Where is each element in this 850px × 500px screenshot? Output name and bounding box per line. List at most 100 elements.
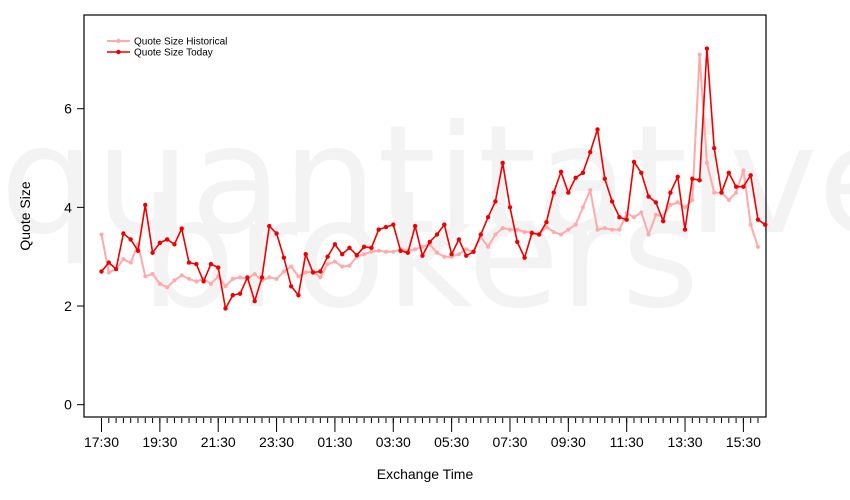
- series-1-point: [223, 306, 228, 311]
- watermark: quantitative brokers: [0, 94, 850, 342]
- series-1-point: [398, 248, 403, 253]
- series-1-point: [763, 222, 768, 227]
- series-1-point: [551, 190, 556, 195]
- series-0-point: [303, 270, 308, 275]
- y-tick-label-3: 6: [64, 101, 72, 117]
- series-0-point: [435, 250, 440, 255]
- series-1-point: [420, 253, 425, 258]
- series-0-point: [690, 197, 695, 202]
- series-0-point: [274, 276, 279, 281]
- series-0-point: [99, 232, 104, 237]
- series-1-point: [310, 270, 316, 275]
- series-1-point: [245, 275, 250, 280]
- series-1-point: [340, 252, 345, 257]
- series-1-point: [347, 245, 352, 251]
- series-1-point: [143, 202, 148, 208]
- series-0-point: [653, 212, 658, 217]
- legend-marker-0: [116, 38, 121, 44]
- series-1-point: [712, 145, 717, 151]
- series-1-point: [573, 175, 578, 180]
- series-0-point: [646, 232, 651, 237]
- series-1-point: [369, 245, 374, 251]
- x-tick-label-11: 15:30: [726, 434, 761, 450]
- x-axis-title: Exchange Time: [377, 466, 474, 482]
- series-0-point: [420, 244, 425, 249]
- series-0-point: [362, 252, 367, 257]
- series-0-point: [376, 248, 381, 253]
- series-1-point: [267, 223, 272, 229]
- series-0-point: [179, 273, 184, 278]
- series-1-point: [485, 215, 491, 220]
- x-tick-label-10: 13:30: [668, 434, 703, 450]
- series-0-point: [602, 226, 607, 231]
- x-tick-label-6: 05:30: [434, 434, 469, 450]
- series-1-point: [325, 254, 330, 259]
- x-tick-label-0: 17:30: [84, 434, 119, 450]
- series-0-point: [128, 260, 133, 265]
- x-tick-label-7: 07:30: [492, 434, 527, 450]
- series-1-point: [471, 249, 476, 254]
- series-0-point: [340, 264, 345, 269]
- series-1-point: [434, 232, 440, 237]
- series-0-point: [573, 222, 578, 227]
- series-1-point: [733, 184, 739, 189]
- series-1-point: [726, 170, 731, 176]
- series-0-point: [194, 279, 199, 284]
- series-1-point: [99, 269, 104, 274]
- series-1-point: [653, 200, 659, 205]
- series-0-point: [734, 190, 739, 195]
- series-0-point: [668, 202, 673, 207]
- plot-frame: [83, 14, 767, 418]
- x-axis: 17:30 19:30 21:30 23:30 01:30 03:30 05:30 07:30…: [84, 418, 761, 450]
- series-1-point: [690, 176, 695, 181]
- series-1-point: [748, 173, 753, 178]
- series-1-point: [383, 224, 389, 230]
- series-1-point: [412, 223, 418, 229]
- series-0-point: [150, 271, 155, 276]
- series-1-point: [624, 217, 629, 222]
- series-0-point: [172, 278, 177, 283]
- series-1-point: [631, 159, 637, 165]
- series-1-point: [580, 170, 586, 176]
- series-1-point: [128, 237, 133, 242]
- series-0-point: [413, 247, 418, 252]
- series-1-point: [704, 46, 710, 51]
- series-0-point: [507, 227, 512, 232]
- x-tick-label-4: 01:30: [317, 434, 352, 450]
- series-1-point: [449, 252, 454, 257]
- series-0-point: [588, 188, 593, 193]
- watermark-line1: quantitative: [0, 94, 850, 268]
- y-tick-label-2: 4: [64, 199, 72, 215]
- series-1-point: [252, 298, 257, 304]
- series-1-point: [646, 194, 651, 199]
- series-0-point: [683, 205, 688, 210]
- series-0-point: [442, 254, 447, 259]
- series-0-point: [281, 269, 286, 274]
- series-0-point: [464, 247, 469, 252]
- x-tick-label-5: 03:30: [376, 434, 411, 450]
- series-0-point: [580, 205, 585, 210]
- series-1-point: [456, 237, 462, 242]
- series-1-point: [288, 284, 294, 289]
- series-0-point: [252, 271, 257, 276]
- series-0-point: [559, 232, 564, 237]
- series-0-point: [383, 249, 388, 254]
- series-1-point: [588, 149, 593, 155]
- series-0-point: [230, 276, 235, 281]
- series-0-point: [522, 230, 527, 235]
- series-1-point: [135, 248, 141, 253]
- series-1-point: [201, 279, 206, 284]
- series-0-point: [325, 262, 330, 267]
- series-0-point: [741, 168, 746, 173]
- series-1-point: [464, 253, 469, 258]
- series-0-point: [712, 190, 717, 195]
- series-1-point: [617, 215, 622, 220]
- series-1-point: [478, 232, 483, 237]
- y-tick-label-0: 0: [64, 397, 72, 413]
- series-1-point: [237, 291, 243, 296]
- series-1-point: [194, 261, 199, 267]
- series-1-point: [755, 217, 761, 222]
- series-1-point: [522, 255, 527, 260]
- series-0-point: [566, 227, 571, 232]
- series-0-point: [391, 249, 396, 254]
